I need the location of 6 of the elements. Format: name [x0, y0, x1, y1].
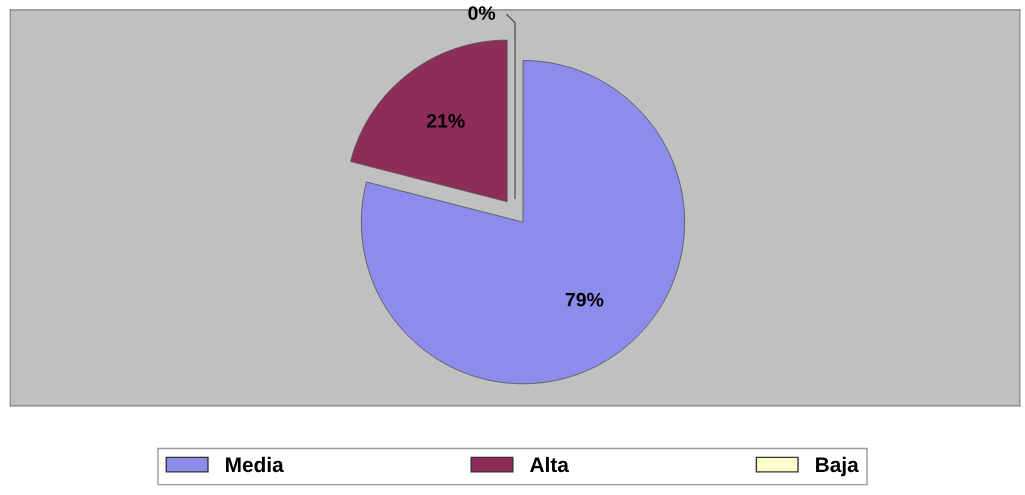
data-label: 21%: [426, 113, 465, 128]
legend-label: Media: [226, 456, 284, 473]
text: 0%: [468, 6, 496, 20]
legend-label: Alta: [530, 456, 569, 473]
data-label: 79%: [565, 292, 604, 307]
legend-label: Baja: [816, 456, 859, 477]
